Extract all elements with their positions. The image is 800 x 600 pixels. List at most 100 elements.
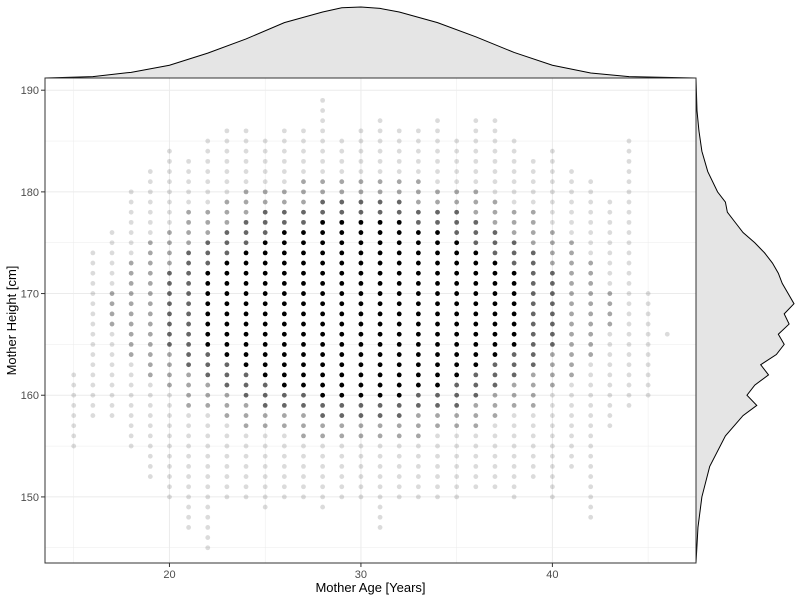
- scatter-point: [607, 209, 613, 215]
- x-tick-label: 20: [163, 569, 175, 581]
- scatter-point: [492, 403, 498, 408]
- scatter-point: [588, 230, 594, 235]
- scatter-point: [415, 413, 421, 418]
- scatter-point: [377, 403, 383, 408]
- scatter-point: [339, 352, 345, 357]
- scatter-point: [377, 362, 383, 368]
- scatter-point: [645, 311, 651, 317]
- scatter-point: [358, 362, 364, 368]
- scatter-point: [320, 382, 326, 388]
- scatter-point: [205, 545, 211, 551]
- scatter-point: [588, 514, 594, 520]
- scatter-point: [588, 209, 594, 215]
- scatter-point: [358, 392, 364, 398]
- scatter-point: [588, 311, 594, 317]
- scatter-point: [626, 331, 632, 337]
- scatter-point: [167, 148, 172, 154]
- scatter-point: [339, 403, 345, 408]
- scatter-point: [186, 280, 192, 286]
- scatter-point: [147, 443, 153, 449]
- scatter-point: [128, 372, 134, 378]
- scatter-point: [530, 240, 536, 246]
- scatter-point: [626, 341, 632, 347]
- scatter-point: [377, 301, 383, 307]
- scatter-point: [128, 352, 134, 357]
- scatter-point: [186, 433, 192, 439]
- scatter-point: [511, 341, 517, 347]
- scatter-point: [435, 382, 440, 388]
- scatter-point: [339, 382, 345, 388]
- scatter-point: [71, 392, 77, 398]
- scatter-point: [358, 219, 364, 225]
- scatter-point: [435, 250, 440, 256]
- scatter-point: [588, 250, 594, 256]
- scatter-point: [377, 453, 383, 459]
- scatter-point: [530, 423, 536, 429]
- scatter-point: [358, 341, 364, 347]
- scatter-point: [339, 301, 345, 307]
- scatter-point: [243, 270, 249, 276]
- scatter-point: [607, 199, 613, 205]
- scatter-point: [358, 148, 364, 154]
- scatter-point: [492, 291, 498, 296]
- scatter-point: [128, 341, 134, 347]
- scatter-point: [167, 158, 172, 164]
- scatter-point: [339, 199, 345, 205]
- scatter-point: [281, 179, 287, 185]
- scatter-point: [396, 189, 402, 195]
- scatter-point: [243, 413, 249, 418]
- scatter-point: [205, 280, 211, 286]
- scatter-point: [167, 209, 172, 215]
- scatter-point: [530, 311, 536, 317]
- scatter-point: [358, 301, 364, 307]
- scatter-point: [473, 118, 479, 124]
- scatter-point: [90, 311, 96, 317]
- scatter-point: [396, 362, 402, 368]
- scatter-point: [339, 392, 345, 398]
- scatter-point: [186, 382, 192, 388]
- scatter-point: [511, 260, 517, 266]
- scatter-point: [396, 331, 402, 337]
- scatter-point: [281, 209, 287, 215]
- scatter-point: [224, 199, 230, 205]
- scatter-point: [435, 301, 440, 307]
- scatter-point: [415, 341, 421, 347]
- scatter-point: [377, 423, 383, 429]
- scatter-point: [588, 260, 594, 266]
- scatter-point: [377, 525, 383, 530]
- scatter-point: [147, 321, 153, 327]
- scatter-point: [243, 372, 249, 378]
- y-axis: 150 160 170 180 190: [21, 85, 45, 504]
- scatter-point: [569, 362, 574, 368]
- scatter-point: [147, 474, 153, 479]
- scatter-point: [320, 128, 326, 134]
- scatter-point: [339, 250, 345, 256]
- scatter-point: [549, 341, 555, 347]
- scatter-point: [396, 464, 402, 469]
- scatter-point: [281, 128, 287, 134]
- scatter-point: [588, 403, 594, 408]
- scatter-point: [626, 219, 632, 225]
- scatter-point: [492, 443, 498, 449]
- scatter-point: [339, 148, 345, 154]
- scatter-point: [281, 301, 287, 307]
- scatter-point: [473, 209, 479, 215]
- scatter-point: [224, 474, 230, 479]
- scatter-point: [435, 352, 440, 357]
- scatter-point: [415, 230, 421, 235]
- scatter-point: [607, 280, 613, 286]
- scatter-point: [339, 321, 345, 327]
- scatter-point: [435, 321, 440, 327]
- scatter-point: [205, 443, 211, 449]
- y-tick-label: 150: [21, 492, 39, 504]
- scatter-point: [339, 443, 345, 449]
- scatter-point: [607, 413, 613, 418]
- scatter-point: [167, 372, 172, 378]
- scatter-point: [281, 341, 287, 347]
- scatter-point: [90, 372, 96, 378]
- scatter-point: [320, 97, 326, 103]
- y-axis-title: Mother Height [cm]: [4, 266, 19, 376]
- scatter-point: [301, 392, 306, 398]
- scatter-point: [588, 423, 594, 429]
- scatter-point: [530, 392, 536, 398]
